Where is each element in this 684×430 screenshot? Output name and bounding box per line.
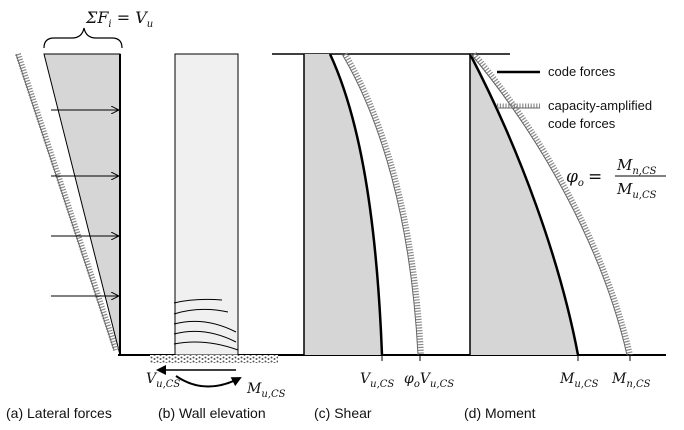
code-moment-curve [468,53,580,356]
shear-envelope-fill [304,54,382,355]
base-moment-arrow [175,375,242,388]
wall-shear-label: Vu,CS [146,371,180,390]
legend-amplified-label-2: code forces [548,116,616,131]
legend-amplified-label: capacity-amplified [548,98,652,113]
moment-nominal-label: Mn,CS [611,371,651,390]
phi-denominator: Mu,CS [616,180,657,201]
phi-numerator: Mn,CS [616,156,657,177]
crack-line [173,320,237,333]
lateral-force-distribution [43,53,121,356]
force-sum-label: ΣFi = Vu [85,8,153,30]
crack-line [173,298,223,304]
shear-amplified-label: φoVu,CS [404,371,454,390]
caption-b: (b) Wall elevation [158,405,266,421]
crack-line [173,341,239,351]
phi-symbol: φo = [566,167,602,189]
shear-code-label: Vu,CS [360,371,394,390]
legend: code forces capacity-amplified code forc… [497,64,652,131]
overstrength-equation: φo = Mn,CS Mu,CS [566,156,666,201]
amplified-shear-curve [342,52,424,356]
shear-panel: Vu,CS φoVu,CS [303,52,454,390]
legend-code-label: code forces [548,64,616,79]
foundation-soil [150,355,278,363]
wall-moment-label: Mu,CS [246,381,286,400]
moment-panel: Mu,CS Mn,CS [468,52,651,390]
caption-a: (a) Lateral forces [6,405,112,421]
crack-line [173,308,229,315]
moment-code-label: Mu,CS [559,371,599,390]
moment-envelope-fill [470,54,578,355]
crack-line [173,330,237,343]
caption-d: (d) Moment [464,405,536,421]
caption-c: (c) Shear [314,405,372,421]
sum-brace [43,27,123,49]
lateral-forces-panel: ΣFi = Vu [15,8,153,356]
wall-elevation-panel: Vu,CS Mu,CS [146,53,286,400]
code-shear-curve [328,53,384,356]
